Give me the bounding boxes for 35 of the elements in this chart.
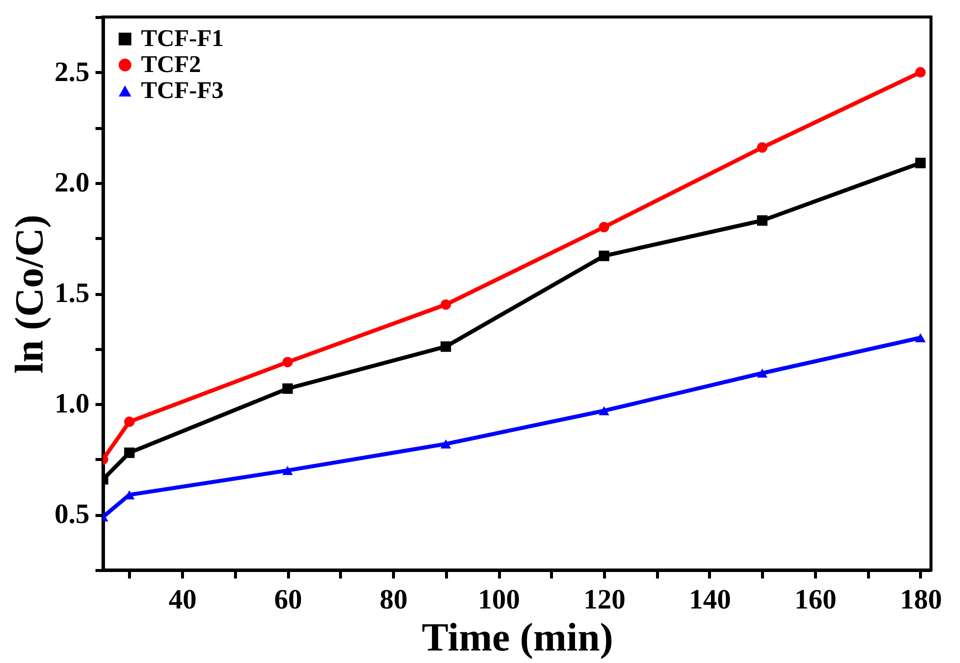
point — [282, 356, 293, 368]
point — [282, 466, 293, 475]
y-tick-label: 1.5 — [54, 278, 90, 309]
y-axis-title: ln (Co/C) — [6, 214, 52, 374]
point — [598, 250, 610, 262]
x-tick-label: 80 — [380, 584, 408, 616]
x-tick-label: 100 — [478, 584, 520, 616]
x-tick-label: 140 — [688, 584, 731, 616]
point — [124, 416, 135, 428]
legend-label: TCF-F3 — [141, 78, 224, 104]
point — [756, 142, 768, 153]
point — [598, 406, 610, 416]
legend-label: TCF2 — [141, 52, 201, 78]
point — [756, 215, 768, 226]
point — [915, 158, 926, 168]
y-tick-label: 2.0 — [54, 167, 90, 198]
point — [598, 222, 610, 232]
point — [440, 341, 452, 352]
x-tick-label: 160 — [794, 584, 836, 616]
x-tick-label: 40 — [168, 584, 197, 616]
x-tick-label: 120 — [584, 584, 626, 616]
point — [756, 368, 768, 378]
x-axis-title: Time (min) — [422, 614, 614, 660]
y-tick-label: 2.5 — [54, 56, 90, 88]
x-tick-label: 60 — [274, 584, 302, 616]
point — [124, 448, 135, 458]
point — [915, 333, 926, 342]
x-tick-label: 180 — [900, 584, 942, 616]
y-tick-label: 1.0 — [54, 388, 90, 420]
point — [440, 299, 452, 310]
point — [915, 67, 926, 78]
point — [440, 439, 452, 448]
point — [282, 383, 293, 394]
legend-label: TCF-F1 — [141, 26, 224, 52]
y-tick-label: 0.5 — [54, 499, 90, 530]
